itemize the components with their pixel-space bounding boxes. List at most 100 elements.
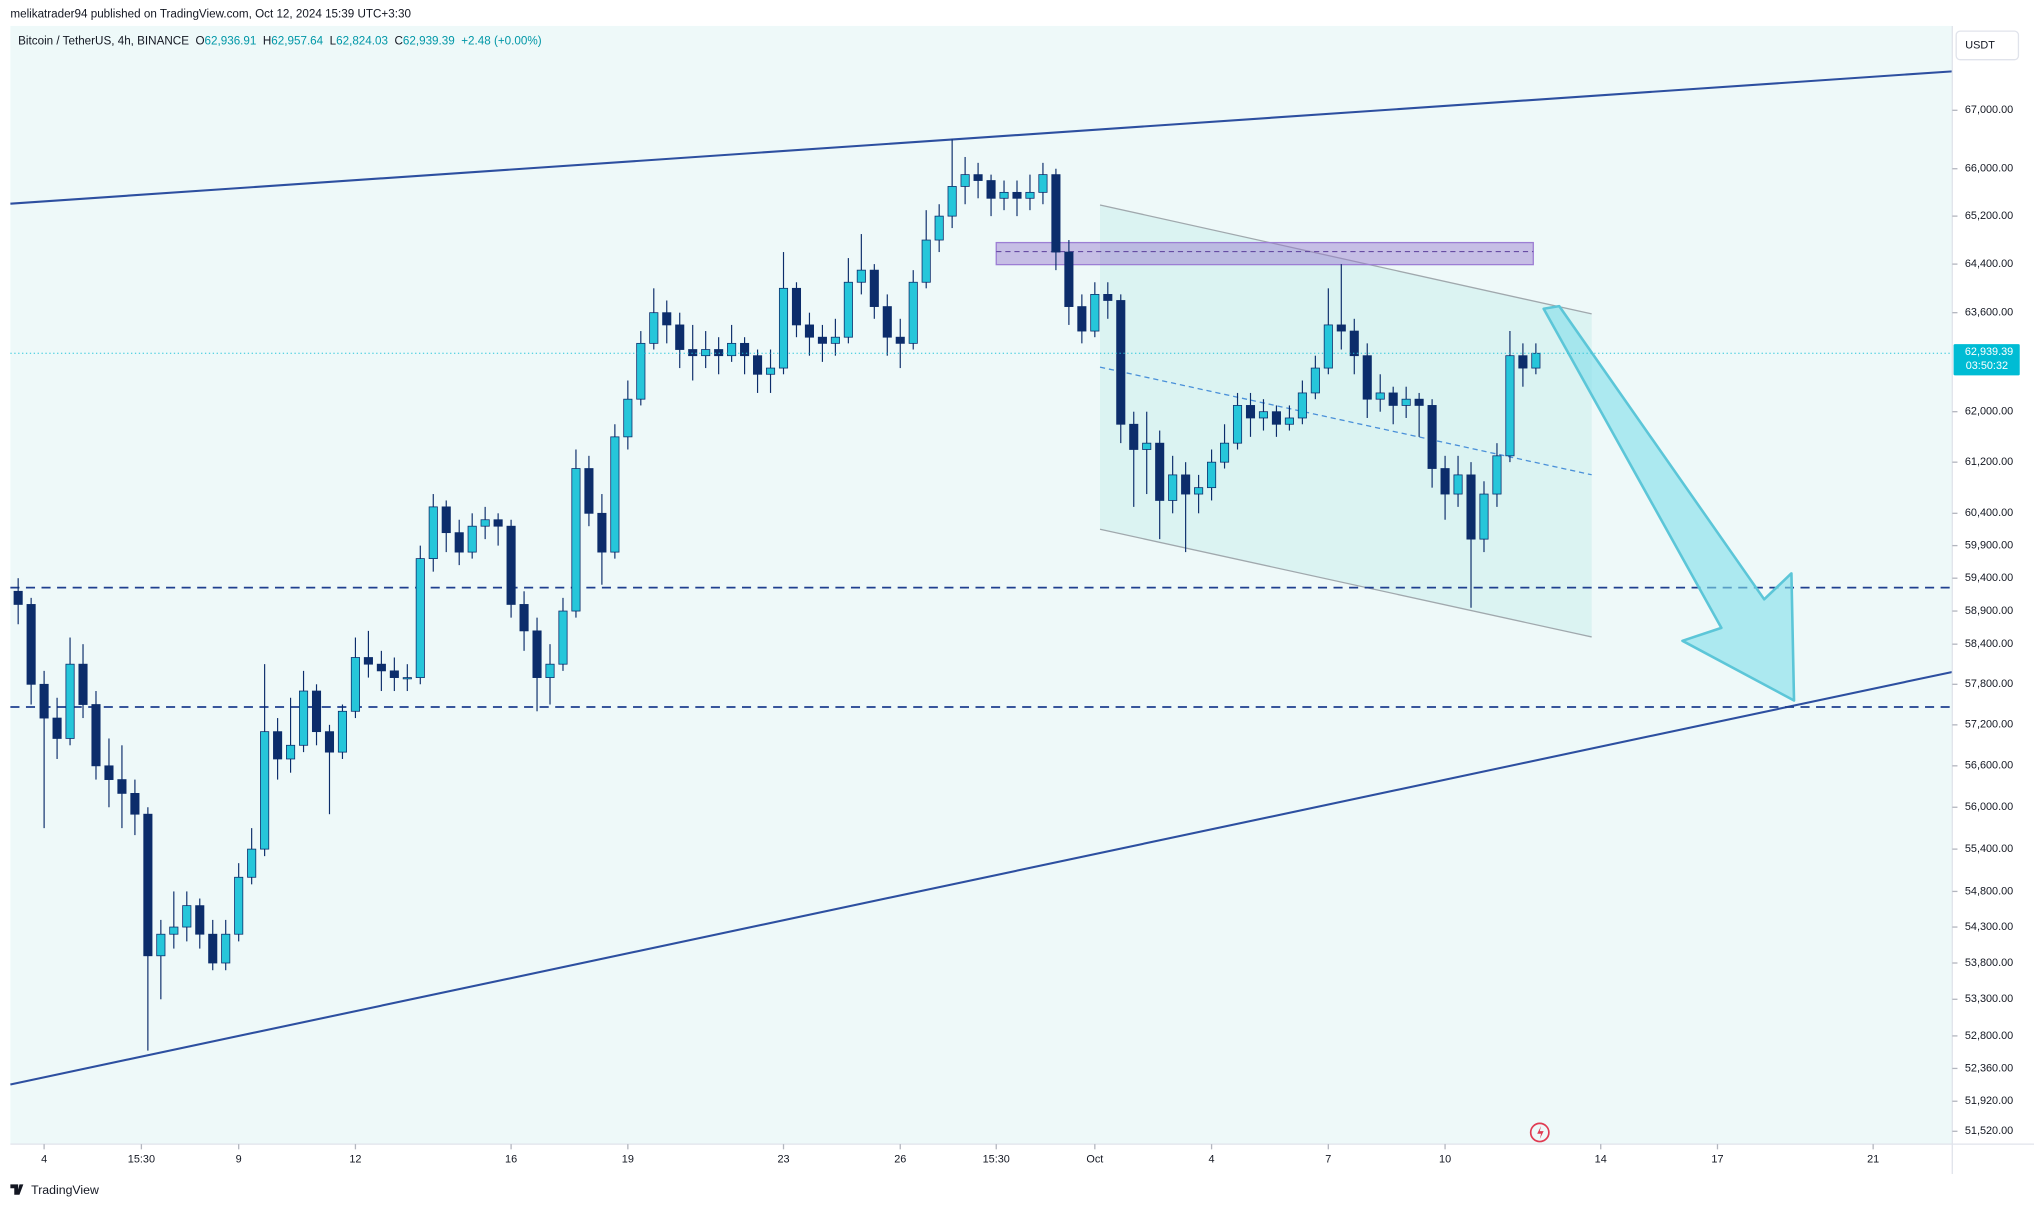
candle-body [999, 191, 1009, 199]
candle-body [1012, 191, 1022, 199]
candle-body [1414, 398, 1424, 406]
resistance-zone [995, 241, 1534, 266]
candle-body [467, 525, 477, 553]
candle-body [195, 905, 205, 935]
candle-body [1453, 474, 1463, 495]
candle-body [895, 336, 905, 344]
candle-body [1427, 405, 1437, 469]
candle-body [1310, 367, 1320, 394]
candle-body [1271, 411, 1281, 425]
symbol: Bitcoin / TetherUS, 4h, BINANCE [18, 35, 189, 48]
candle-body [1103, 294, 1113, 301]
candle-body [584, 468, 594, 514]
countdown: 03:50:32 [1966, 360, 2008, 372]
candle-body [1220, 442, 1230, 463]
currency[interactable]: USDT [1965, 39, 1995, 51]
y-tick-label: 59,900.00 [1965, 539, 2013, 551]
y-tick-label: 67,000.00 [1965, 104, 2013, 116]
candle-body [247, 848, 257, 878]
candle-body [1025, 191, 1035, 199]
y-tick-label: 52,360.00 [1965, 1062, 2013, 1074]
candle-body [26, 604, 36, 685]
trend-upper [10, 70, 1953, 205]
candle-body [908, 281, 918, 344]
candle-body [973, 174, 983, 181]
ohlc-value: 62,936.91 [205, 35, 257, 48]
x-tick-label: 15:30 [128, 1154, 155, 1166]
x-tick-label: 9 [236, 1154, 242, 1166]
y-tick-label: 54,300.00 [1965, 921, 2013, 933]
y-tick-label: 55,400.00 [1965, 843, 2013, 855]
x-tick-label: 17 [1711, 1154, 1723, 1166]
last-price-label: 62,939.39 [1965, 346, 2013, 358]
candle-body [1401, 398, 1411, 406]
x-tick-label: 19 [622, 1154, 634, 1166]
candle-body [104, 765, 114, 780]
candle-body [299, 690, 309, 746]
candle-body [1505, 355, 1515, 457]
candle-body [1064, 251, 1074, 307]
candle-body [817, 336, 827, 344]
candle-body [869, 269, 879, 307]
x-tick-label: 7 [1325, 1154, 1331, 1166]
candle-body [493, 519, 503, 527]
candle-body [662, 312, 672, 326]
published-text: melikatrader94 published on TradingView.… [10, 7, 411, 20]
candle-body [753, 355, 763, 375]
candle-body [1375, 392, 1385, 400]
candle-body [143, 813, 153, 957]
y-tick-label: 53,800.00 [1965, 957, 2013, 969]
y-tick-label: 66,000.00 [1965, 163, 2013, 175]
alert-ring[interactable] [1529, 1122, 1550, 1143]
y-tick-label: 57,800.00 [1965, 678, 2013, 690]
channel-bottom [1099, 528, 1592, 638]
y-tick-label: 65,200.00 [1965, 210, 2013, 222]
x-tick-label: 14 [1595, 1154, 1607, 1166]
alert-icon[interactable] [1529, 1122, 1550, 1143]
candle-body [260, 731, 270, 850]
candle-body [1194, 487, 1204, 495]
candle-body [791, 287, 802, 326]
candle-body [597, 512, 607, 553]
candle-body [1284, 417, 1294, 425]
candle-body [1531, 352, 1541, 369]
candle-body [91, 704, 101, 767]
change: +2.48 (+0.00%) [461, 35, 541, 48]
candle-body [947, 186, 957, 217]
candle-body [1492, 455, 1502, 495]
y-tick-label: 51,520.00 [1965, 1125, 2013, 1137]
candle-body [1245, 405, 1256, 419]
candle-body [765, 367, 776, 375]
candle-body [1466, 474, 1476, 540]
candle-body [52, 717, 62, 739]
y-tick-label: 60,400.00 [1965, 507, 2013, 519]
candle-body [117, 779, 127, 794]
plot-background [10, 25, 1953, 1145]
candle-body [454, 532, 464, 553]
candle-body [778, 287, 789, 369]
candle-body [1349, 330, 1359, 357]
candle-body [1038, 174, 1048, 193]
candle-body [480, 519, 490, 527]
currency-button[interactable] [1955, 30, 2020, 61]
alert-bolt[interactable] [1537, 1125, 1544, 1139]
candle-body [571, 468, 581, 612]
candle-body [156, 933, 166, 957]
logo-text: TradingView [31, 1183, 99, 1197]
trend-lower [10, 670, 1953, 1086]
x-tick-label: 4 [41, 1154, 47, 1166]
x-tick-label: 21 [1867, 1154, 1879, 1166]
y-tick-label: 51,920.00 [1965, 1095, 2013, 1107]
candle-body [402, 677, 412, 680]
candle-body [39, 683, 49, 719]
candle-body [856, 269, 866, 283]
candle-body [1362, 355, 1372, 400]
candle-body [960, 174, 970, 187]
ohlc-label: C [394, 35, 402, 48]
x-tick-label: 16 [505, 1154, 517, 1166]
candle-body [688, 349, 698, 357]
candle-body [921, 239, 931, 283]
candle-body [636, 342, 646, 400]
candle-body [623, 398, 633, 438]
